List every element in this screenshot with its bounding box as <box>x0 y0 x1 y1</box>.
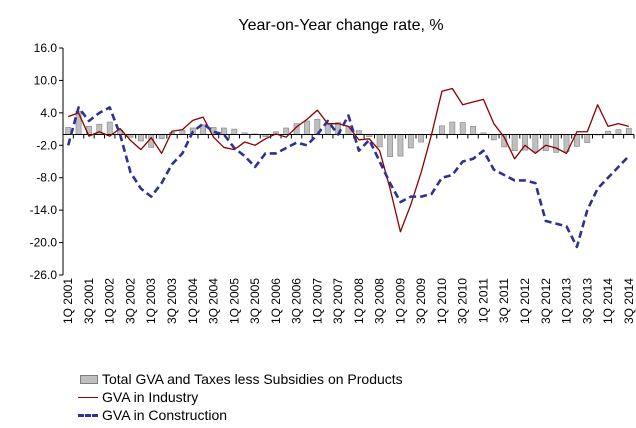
y-tick-label: -20.0 <box>30 236 58 250</box>
bar-swatch-icon <box>78 373 100 385</box>
dashed-line-icon <box>78 409 100 421</box>
chart-title: Year-on-Year change rate, % <box>238 17 443 34</box>
x-tick-label: 3Q 2011 <box>497 278 511 323</box>
bar <box>397 134 404 157</box>
legend: Total GVA and Taxes less Subsidies on Pr… <box>78 370 403 424</box>
y-tick-label: 10.0 <box>34 73 58 87</box>
bar <box>490 134 497 141</box>
x-tick-label: 3Q 2013 <box>580 278 594 324</box>
x-tick-label: 3Q 2004 <box>207 278 221 324</box>
x-tick-label: 1Q 2003 <box>144 278 158 324</box>
bar <box>407 134 414 149</box>
bar-series <box>65 110 632 157</box>
x-tick-label: 3Q 2005 <box>248 278 262 324</box>
x-tick-label: 1Q 2007 <box>310 278 324 324</box>
x-tick-label: 1Q 2004 <box>186 278 200 324</box>
bar <box>65 127 72 135</box>
x-tick-label: 1Q 2010 <box>435 278 449 324</box>
x-tick-label: 3Q 2009 <box>414 278 428 324</box>
line-series <box>66 87 630 249</box>
x-tick-label: 3Q 2010 <box>456 278 470 324</box>
bar <box>75 110 82 135</box>
y-tick-label: -8.0 <box>36 171 57 185</box>
x-tick-label: 3Q 2003 <box>165 278 179 324</box>
industry-line <box>67 87 629 233</box>
bar <box>376 134 383 148</box>
y-tick-label: 4.0 <box>40 106 57 120</box>
x-tick-label: 1Q 2011 <box>476 278 490 323</box>
bar <box>345 126 352 135</box>
x-tick-label: 1Q 2002 <box>103 278 117 324</box>
bar <box>283 127 290 135</box>
x-tick-label: 1Q 2006 <box>269 278 283 324</box>
x-tick-label: 3Q 2012 <box>539 278 553 324</box>
y-tick-label: -2.0 <box>36 138 57 152</box>
x-tick-label: 1Q 2009 <box>393 278 407 324</box>
legend-item-industry: GVA in Industry <box>78 388 403 406</box>
bar <box>355 130 362 135</box>
bar <box>615 129 622 135</box>
x-tick-label: 1Q 2012 <box>518 278 532 324</box>
y-tick-labels: 16.0 10.0 4.0 -2.0 -8.0 -14.0 -20.0 -26.0 <box>30 41 58 282</box>
axis-ticks <box>59 47 635 276</box>
solid-line-icon <box>78 391 100 403</box>
legend-item-total-gva: Total GVA and Taxes less Subsidies on Pr… <box>78 370 403 388</box>
bar <box>542 134 549 151</box>
bar <box>459 122 466 135</box>
x-tick-label: 3Q 2006 <box>290 278 304 324</box>
bar <box>106 121 113 135</box>
bar <box>179 129 186 135</box>
bar <box>418 134 425 143</box>
legend-label: Total GVA and Taxes less Subsidies on Pr… <box>102 371 403 387</box>
bar <box>324 124 331 135</box>
y-tick-label: 16.0 <box>34 41 58 55</box>
bar <box>439 125 445 135</box>
bar <box>470 126 476 135</box>
bar <box>625 128 632 135</box>
bar <box>584 134 591 143</box>
legend-label: GVA in Construction <box>102 407 228 423</box>
bar <box>158 134 165 140</box>
x-tick-label: 1Q 2001 <box>61 278 75 324</box>
legend-label: GVA in Industry <box>102 389 199 405</box>
x-tick-label: 3Q 2001 <box>82 278 96 324</box>
x-tick-label: 3Q 2008 <box>373 278 387 324</box>
legend-item-construction: GVA in Construction <box>78 406 403 424</box>
x-tick-label: 3Q 2014 <box>622 278 636 324</box>
x-tick-label: 1Q 2008 <box>352 278 366 324</box>
x-tick-label: 1Q 2013 <box>560 278 574 324</box>
x-tick-label: 1Q 2014 <box>601 278 615 324</box>
bar <box>532 134 539 153</box>
bar <box>387 134 393 157</box>
bar <box>304 120 310 135</box>
x-tick-label: 1Q 2005 <box>227 278 241 324</box>
y-tick-label: -26.0 <box>30 268 58 282</box>
x-tick-label: 3Q 2002 <box>123 278 137 324</box>
x-tick-label: 3Q 2007 <box>331 278 345 324</box>
bar <box>137 134 144 142</box>
bar <box>221 127 227 135</box>
x-tick-labels: 1Q 2001 3Q 2001 1Q 2002 3Q 2002 1Q 2003 3Q 20… <box>61 278 636 324</box>
bar <box>231 128 238 135</box>
y-tick-label: -14.0 <box>30 203 58 217</box>
bar <box>449 121 456 135</box>
bar <box>511 134 518 151</box>
construction-line <box>66 106 630 249</box>
